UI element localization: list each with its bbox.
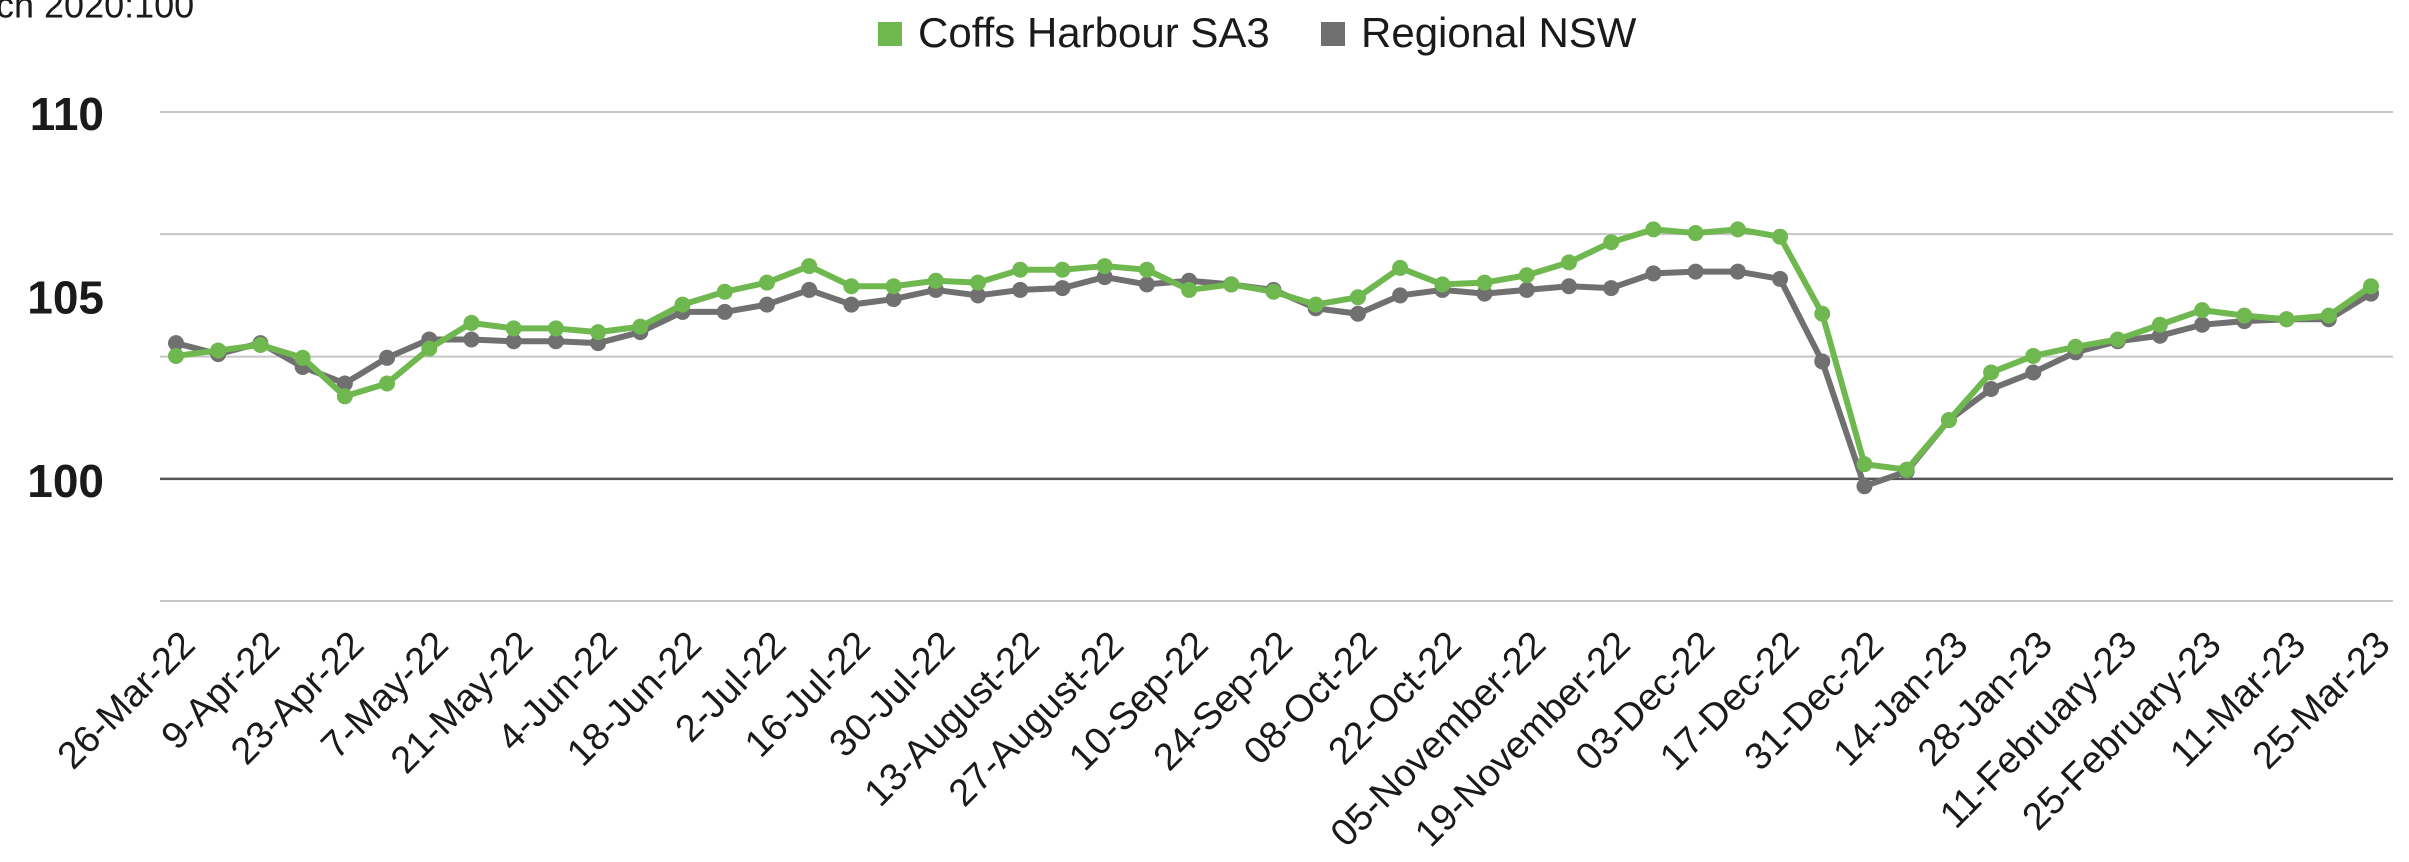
- data-point: [547, 320, 564, 337]
- legend-label: Regional NSW: [1361, 9, 1637, 56]
- data-point: [801, 281, 818, 298]
- data-point: [1687, 225, 1704, 242]
- data-point: [674, 296, 691, 313]
- y-axis-label: ch 2020:100: [0, 0, 194, 26]
- data-point: [168, 347, 184, 364]
- y-tick-label: 100: [27, 455, 104, 507]
- data-point: [379, 349, 396, 366]
- data-point: [632, 318, 649, 335]
- data-point: [1012, 281, 1029, 298]
- data-point: [716, 303, 733, 320]
- data-point: [590, 335, 607, 352]
- data-point: [2151, 327, 2168, 344]
- data-point: [1349, 305, 1366, 322]
- data-point: [1518, 267, 1535, 284]
- data-point: [2109, 331, 2126, 348]
- data-point: [1645, 221, 1662, 238]
- series-line: [175, 268, 2373, 490]
- data-point: [1772, 270, 1789, 287]
- data-point: [885, 278, 902, 295]
- data-point: [379, 375, 396, 392]
- data-point: [463, 331, 480, 348]
- data-point: [1518, 281, 1535, 298]
- data-point: [463, 314, 480, 331]
- data-point: [1054, 280, 1071, 297]
- data-point: [1138, 276, 1155, 293]
- data-point: [1603, 234, 1620, 251]
- data-point: [210, 342, 227, 359]
- data-point: [1096, 269, 1113, 286]
- data-point: [2363, 278, 2379, 295]
- data-point: [843, 296, 860, 313]
- y-tick-label: 110: [30, 88, 104, 140]
- data-point: [1392, 259, 1409, 276]
- data-point: [1772, 228, 1789, 245]
- data-point: [421, 340, 438, 357]
- data-point: [801, 258, 818, 275]
- legend-label: Coffs Harbour SA3: [918, 9, 1270, 56]
- data-point: [1814, 305, 1831, 322]
- data-point: [590, 324, 607, 341]
- data-point: [1265, 283, 1282, 300]
- data-point: [970, 274, 987, 291]
- data-point: [1476, 274, 1493, 291]
- data-point: [1603, 280, 1620, 297]
- data-point: [505, 333, 522, 350]
- data-point: [1729, 263, 1746, 280]
- data-point: [252, 336, 269, 353]
- data-point: [294, 349, 311, 366]
- data-point: [1054, 261, 1071, 278]
- data-point: [1687, 263, 1704, 280]
- data-point: [1392, 287, 1409, 304]
- data-point: [1223, 276, 1240, 293]
- legend-swatch: [1321, 22, 1345, 46]
- data-point: [1983, 364, 2000, 381]
- data-point: [2151, 316, 2168, 333]
- data-point: [1096, 258, 1113, 275]
- data-point: [716, 283, 733, 300]
- data-point: [970, 287, 987, 304]
- data-point: [505, 320, 522, 337]
- data-point: [758, 274, 775, 291]
- data-point: [1560, 278, 1577, 295]
- data-point: [1856, 478, 1873, 495]
- data-point: [1138, 261, 1155, 278]
- data-point: [2194, 316, 2211, 333]
- data-point: [2025, 364, 2042, 381]
- data-point: [1349, 289, 1366, 306]
- data-point: [1434, 276, 1451, 293]
- data-point: [1856, 456, 1873, 473]
- data-point: [758, 296, 775, 313]
- data-point: [1181, 281, 1198, 298]
- data-point: [1814, 353, 1831, 370]
- series-line: [175, 226, 2373, 473]
- data-point: [885, 291, 902, 308]
- data-point: [2194, 302, 2211, 319]
- data-point: [2320, 307, 2337, 324]
- data-point: [1560, 254, 1577, 271]
- y-tick-label: 105: [27, 272, 104, 324]
- data-point: [1898, 461, 1915, 478]
- data-point: [2278, 311, 2295, 328]
- data-point: [1729, 221, 1746, 238]
- data-point: [1476, 285, 1493, 302]
- data-point: [1940, 412, 1957, 429]
- data-point: [1012, 261, 1029, 278]
- legend-swatch: [878, 22, 902, 46]
- data-point: [927, 272, 944, 289]
- data-point: [1983, 380, 2000, 397]
- data-point: [2067, 338, 2084, 355]
- data-point: [336, 388, 353, 405]
- data-point: [336, 375, 353, 392]
- data-point: [168, 335, 184, 352]
- data-point: [843, 278, 860, 295]
- data-point: [547, 333, 564, 350]
- data-point: [1645, 265, 1662, 282]
- data-point: [2236, 307, 2253, 324]
- data-point: [2025, 347, 2042, 364]
- data-point: [1307, 296, 1324, 313]
